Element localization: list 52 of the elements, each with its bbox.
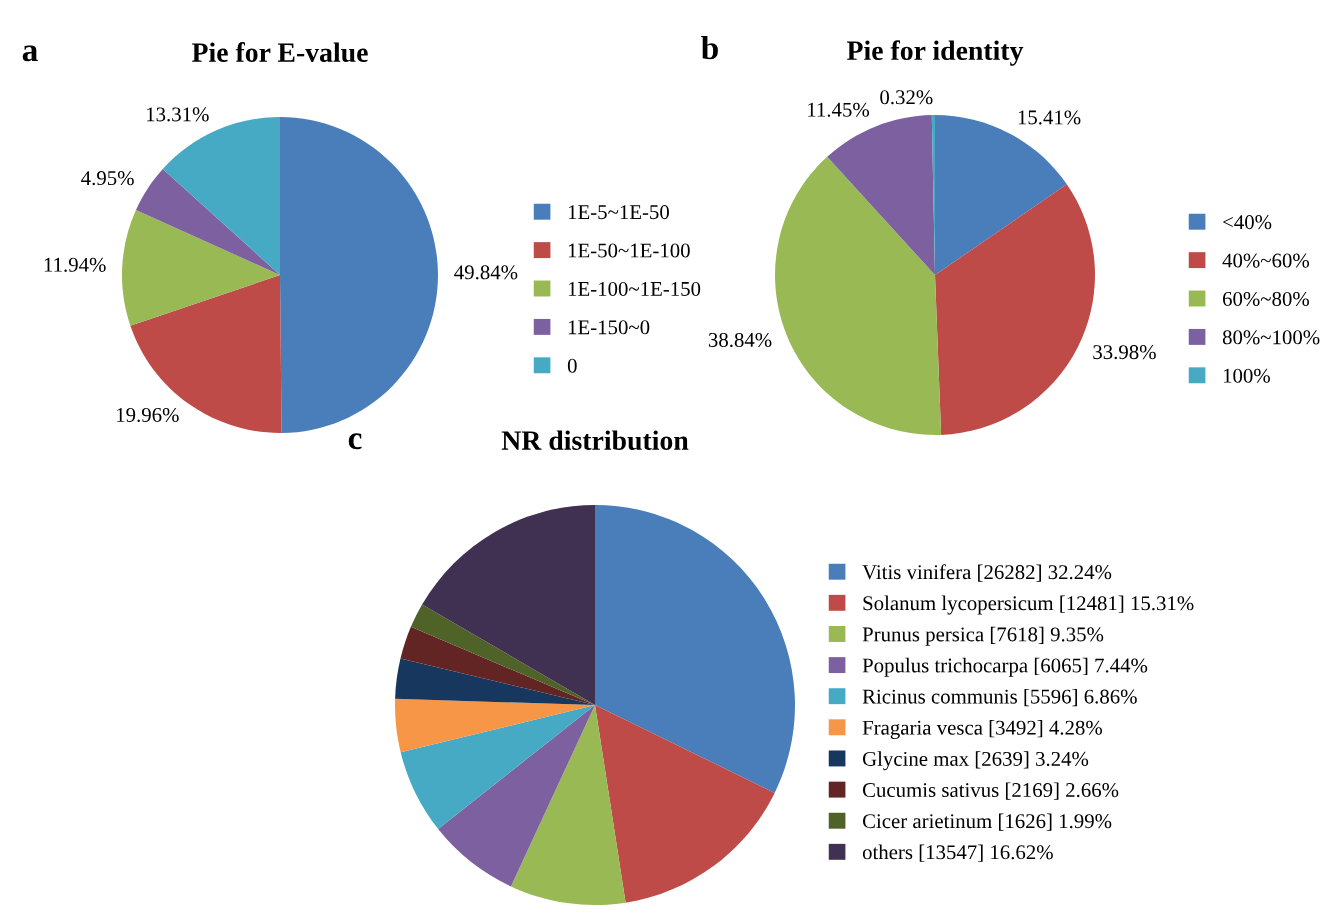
legend-label: 1E-100~1E-150 (568, 281, 701, 296)
pie-slice (400, 626, 595, 705)
legend-label: Vitis vinifera [26282] 32.24% (862, 564, 1112, 582)
data-label: 4.95% (81, 171, 134, 186)
pie-slice (510, 705, 626, 905)
pie-slice (422, 505, 595, 705)
data-label: 38.84% (708, 332, 772, 348)
chart-title: Pie for E-value (192, 42, 368, 63)
text: b (701, 35, 718, 60)
pie-slice (280, 117, 438, 433)
text: c (348, 433, 362, 450)
legend-label: others [13547] 16.62% (862, 844, 1053, 862)
legend-label: 1E-150~0 (568, 320, 650, 335)
legend-label: 80%~100% (1222, 330, 1320, 345)
pie-slice (410, 604, 595, 705)
chart-title: NR distribution (501, 430, 689, 451)
legend-label: 100% (1223, 368, 1270, 383)
pie-slice (775, 156, 942, 435)
legend-label: 1E-5~1E-50 (568, 205, 669, 220)
data-label: 0.32% (880, 90, 933, 105)
legend-label: <40% (1223, 215, 1272, 230)
legend-label: 0 (567, 358, 577, 373)
pie-slice (438, 705, 595, 887)
legend-label: Ricinus communis [5596] 6.86% (862, 688, 1137, 707)
pie-slice (935, 184, 1095, 435)
data-label: 33.98% (1093, 345, 1156, 360)
data-label: 15.41% (1018, 110, 1081, 125)
legend-label: Fragaria vesca [3492] 4.28% (862, 720, 1103, 740)
pie-slice (595, 705, 775, 903)
legend-label: Solanum lycopersicum [12481] 15.31% (863, 595, 1194, 615)
text: a (22, 45, 38, 62)
pie-slice (595, 505, 795, 793)
pie-slice (827, 115, 935, 275)
data-label: 11.45% (808, 102, 870, 117)
legend-label: Populus trichocarpa [6065] 7.44% (862, 657, 1148, 677)
legend-label: Glycine max [2639] 3.24% (862, 751, 1089, 771)
pie-slice (122, 210, 280, 326)
data-label: 49.84% (454, 265, 518, 280)
legend-label: Prunus persica [7618] 9.35% (862, 626, 1104, 646)
data-label: 19.96% (117, 407, 179, 423)
pie-slice (395, 698, 595, 753)
legend-label: Cicer arietinum [1626] 1.99% (862, 813, 1112, 831)
pie-slice (395, 658, 595, 705)
pie-slice (400, 705, 595, 830)
legend-label: 40%~60% (1222, 253, 1310, 268)
data-label: 13.31% (147, 107, 209, 122)
chart-title: Pie for identity (847, 40, 1024, 66)
data-label: 11.94% (44, 257, 106, 272)
legend-label: Cucumis sativus [2169] 2.66% (862, 782, 1119, 800)
legend-label: 1E-50~1E-100 (568, 243, 690, 258)
legend-label: 60%~80% (1222, 291, 1310, 307)
pie-slice (135, 169, 280, 275)
